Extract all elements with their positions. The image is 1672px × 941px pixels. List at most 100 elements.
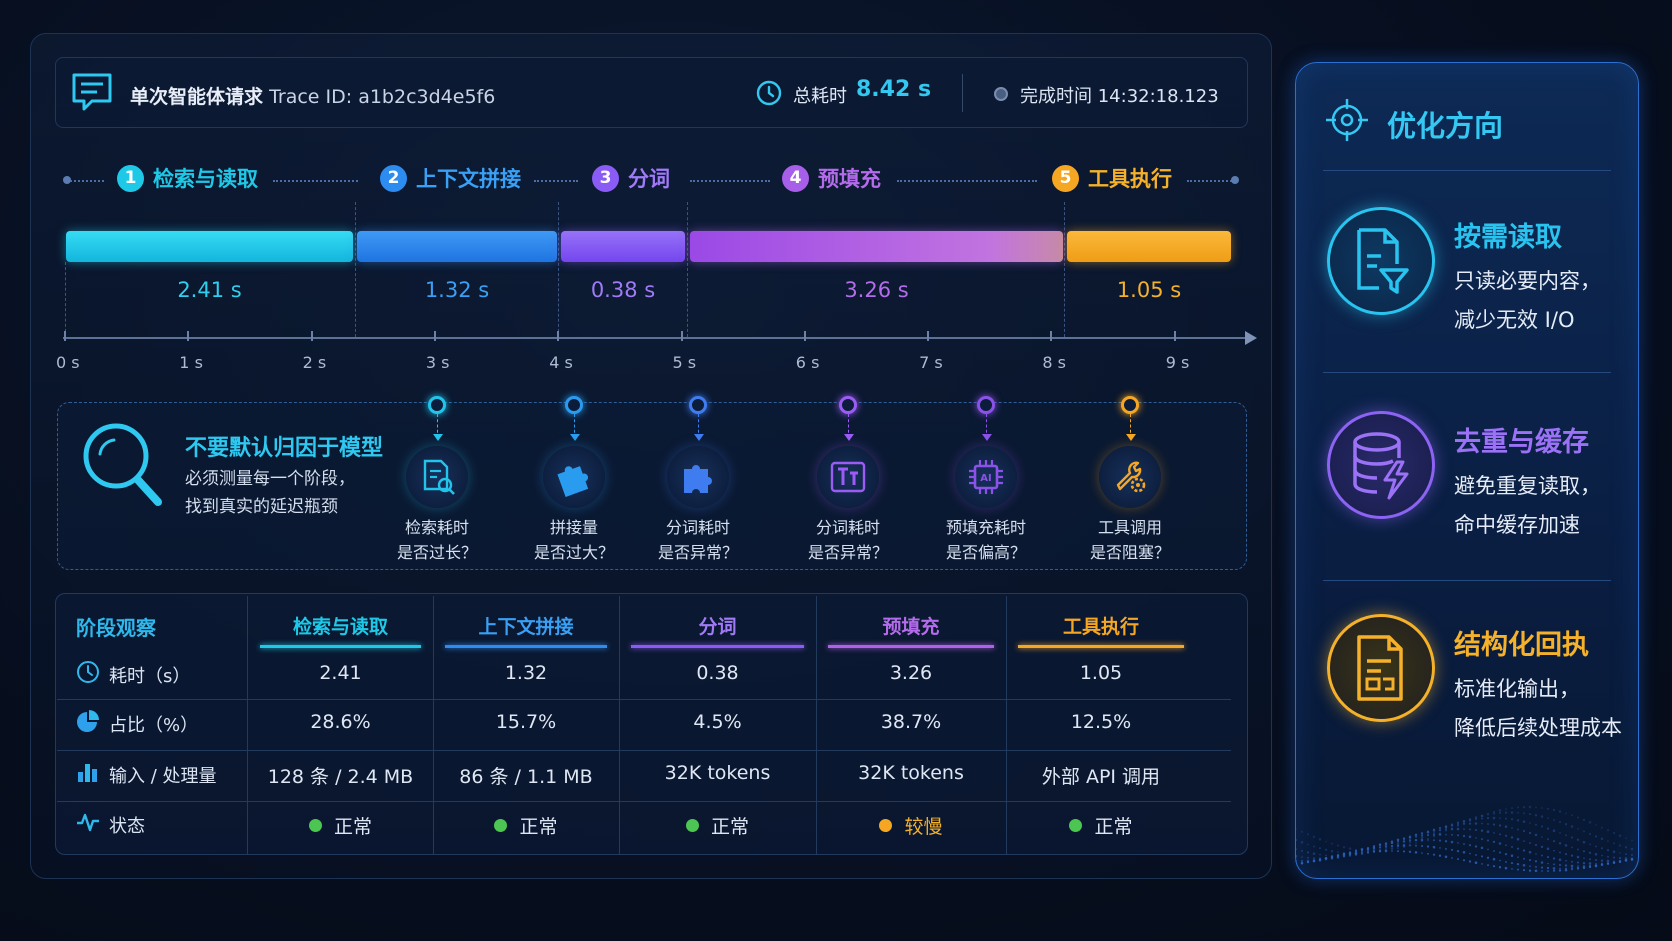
table-column-header[interactable]: 工具执行 [1062,616,1139,638]
text-token-icon [817,446,879,508]
clock-icon [76,660,100,689]
axis-tick-label: 5 s [672,353,697,372]
column-header-underline [260,645,421,648]
svg-text:AI: AI [980,473,991,484]
check-question-line: 是否异常？ [657,543,738,562]
file-filter-icon [1357,228,1409,294]
status-text: 正常 [710,816,749,838]
table-first-header: 阶段观察 [76,616,156,640]
status-indicator [685,819,699,832]
axis-tick [310,331,313,341]
axis-tick [187,331,190,341]
check-question-line: 是否阻塞？ [1089,543,1170,562]
timeline-end-dot [1231,176,1239,184]
table-cell: 86 条 / 1.1 MB [459,766,593,788]
status-dot [994,87,1008,101]
stage-connector [897,180,1037,182]
axis-tick-label: 8 s [1042,353,1066,372]
axis-tick-label: 0 s [56,353,80,372]
pin-arrow-icon [844,434,854,441]
side-desc-line: 减少无效 I/O [1454,308,1575,332]
status-text: 正常 [333,816,372,838]
stage-connector [70,180,104,182]
side-desc-line: 降低后续处理成本 [1454,716,1622,740]
table-cell: 28.6% [310,711,371,733]
side-desc-line: 标准化输出， [1454,677,1580,701]
axis-tick [433,331,436,341]
check-question: 拼接量是否过大？ [504,515,644,565]
wave-decoration [1296,805,1634,873]
pin-arrow-icon [433,434,443,441]
check-question-line: 是否过大？ [533,543,614,562]
table-column-header[interactable]: 检索与读取 [292,616,388,638]
chat-icon [72,73,112,111]
side-item-desc: 标准化输出， 降低后续处理成本 [1454,670,1622,748]
table-column-divider [247,596,248,854]
document-search-icon [406,446,468,508]
side-panel-title: 优化方向 [1387,109,1504,143]
ai-chip-icon: AI [955,446,1017,508]
stage-bar-prefill[interactable] [690,231,1063,262]
request-header: 单次智能体请求 Trace ID: a1b2c3d4e5f6 总耗时 8.42 … [55,57,1248,128]
axis-tick-label: 7 s [919,353,943,372]
row-label-text: 状态 [109,815,145,837]
stage-bar-retrieval[interactable] [66,231,353,262]
stage-bar-tokenize[interactable] [561,231,685,262]
stage-name: 检索与读取 [153,167,258,191]
table-cell: 15.7% [495,711,557,733]
side-desc-line: 只读必要内容， [1454,269,1601,293]
column-header-underline [828,645,994,648]
stage-label-tokenize: 3 分词 [592,163,670,193]
stage-bar-context[interactable] [357,231,557,262]
insight-description: 必须测量每一个阶段， 找到真实的延迟瓶颈 [185,465,355,521]
table-cell: 32K tokens [664,762,771,784]
status-cell: 较慢 [816,812,1006,839]
status-indicator [308,819,322,832]
stage-name: 上下文拼接 [416,167,521,191]
stage-connector [1187,180,1232,182]
stage-label-tool: 5 工具执行 [1052,163,1172,193]
check-question-line: 拼接量 [549,518,598,537]
timeline-pin [428,396,446,414]
pin-arrow-icon [694,434,704,441]
trace-label: Trace ID: [269,86,353,108]
table-row-divider [57,750,1231,751]
stage-name: 预填充 [818,167,881,191]
side-item-head: 按需读取 [1454,222,1562,253]
table-cell: 1.32 [504,662,548,684]
table-column-header[interactable]: 分词 [698,616,737,638]
table-cell: 128 条 / 2.4 MB [267,766,414,788]
table-row-label: 占比（%） [76,709,198,738]
table-column-header[interactable]: 上下文拼接 [478,616,574,638]
insight-box [57,402,1247,570]
check-question: 分词耗时 是否异常？ [628,515,768,565]
table-cell: 4.5% [693,711,742,733]
pin-arrow-icon [982,434,992,441]
table-column-divider [816,596,817,854]
status-cell: 正常 [433,812,619,839]
axis-tick [803,331,806,341]
pin-connector [1130,414,1131,438]
side-desc-line: 避免重复读取， [1454,474,1601,498]
table-row-label: 耗时（s） [76,660,190,689]
insight-title: 不要默认归因于模型 [185,436,384,461]
axis-tick [557,331,560,341]
pulse-icon [76,810,100,839]
stage-number: 4 [782,164,809,192]
stage-connector [273,180,358,182]
check-question-line: 是否过长？ [396,543,477,562]
side-item-head: 去重与缓存 [1454,427,1589,458]
request-title: 单次智能体请求 Trace ID: a1b2c3d4e5f6 [130,82,495,109]
stage-bar-tool[interactable] [1067,231,1231,262]
stage-observation-table [55,593,1248,855]
timeline-pin [689,396,707,414]
table-row-label: 输入 / 处理量 [76,760,217,789]
pin-connector [848,414,849,438]
side-desc-line: 命中缓存加速 [1454,513,1580,537]
table-column-header[interactable]: 预填充 [882,616,940,638]
stage-number: 1 [117,164,144,192]
stage-connector [690,180,770,182]
stage-label-prefill: 4 预填充 [782,163,881,193]
table-cell: 38.7% [880,711,942,733]
stage-connector [534,180,578,182]
